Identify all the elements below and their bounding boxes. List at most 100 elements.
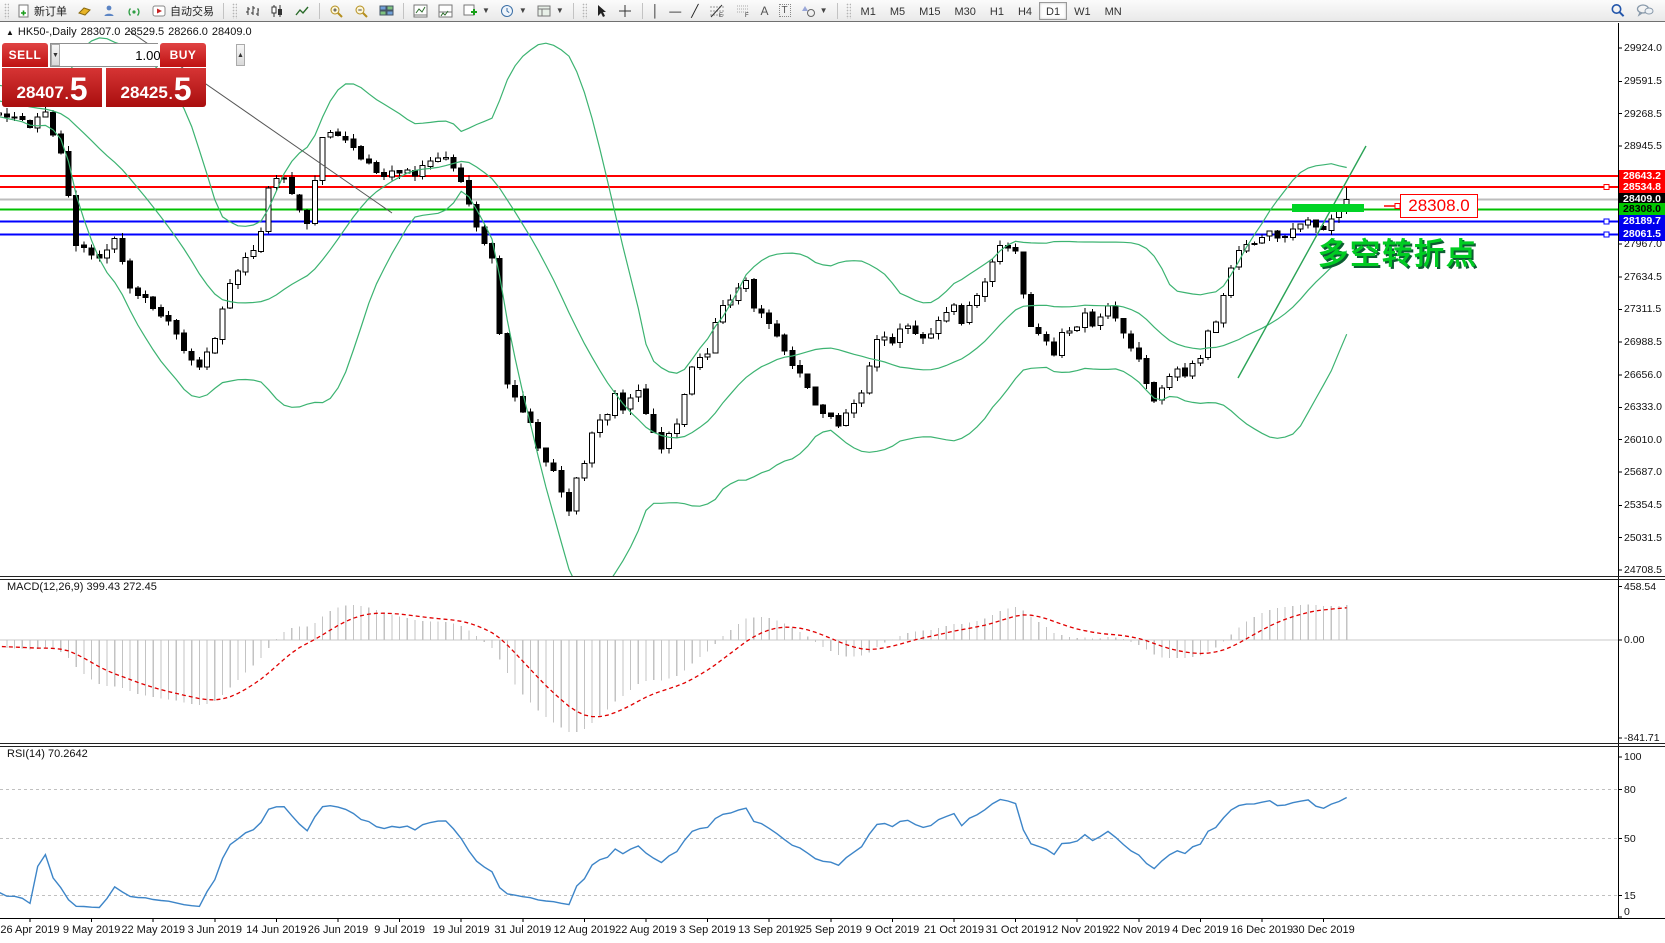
add-indicator-icon [463,4,478,18]
candlestick-chart-icon [270,4,285,18]
date-axis-label: 3 Jun 2019 [187,924,243,936]
price-level-label: 28409.0 [1619,193,1665,207]
timeframe-w1[interactable]: W1 [1074,5,1091,18]
date-axis-label: 9 May 2019 [62,924,121,936]
bar-chart-button[interactable] [240,1,265,21]
sell-button[interactable]: SELL [2,43,48,67]
quote-high: 28529.5 [124,26,165,38]
shapes-icon [801,4,816,18]
rsi-axis-tick: 100 [1624,751,1642,763]
symbol-period-label: HK50-,Daily [17,26,77,38]
main-toolbar: 新订单 自动交易 ▼ ▼ ▼ │ — ╱ E F [0,0,1665,22]
price-note-box[interactable]: 28308.0 [1400,194,1478,218]
text-icon: A [760,3,769,18]
one-click-trade-panel: SELL ▼ ▲ BUY 28407.5 28425.5 [2,43,245,107]
turning-point-annotation[interactable]: 多空转折点 [1318,238,1478,271]
toolbar-grip[interactable] [232,2,237,19]
zoom-out-icon [354,4,369,18]
text-tool-button[interactable]: A [756,1,774,21]
timeframe-mn[interactable]: MN [1104,5,1122,18]
indicator-window-icon [413,4,428,18]
date-axis-label: 31 Oct 2019 [985,924,1046,936]
cycle-lines-icon: F [735,4,751,18]
price-axis-tick: 26988.5 [1624,335,1662,348]
add-indicator-button[interactable]: ▼ [458,1,495,21]
date-axis-label: 12 Nov 2019 [1045,924,1109,936]
dropdown-arrow-icon: ▼ [819,6,828,15]
zoom-out-button[interactable] [349,1,374,21]
metaeditor-button[interactable] [72,1,97,21]
volume-box: ▼ ▲ [50,43,245,67]
date-axis-label: 13 Sep 2019 [737,924,801,936]
vertical-line-tool-button[interactable]: │ [647,1,665,21]
timeframe-toolbar: M1 M5 M15 M30 H1 H4 D1 W1 MN [854,1,1129,20]
trendline-tool-button[interactable]: ╱ [686,1,703,21]
timeframe-m30[interactable]: M30 [954,5,976,18]
indicator-subwindow-button[interactable] [433,1,458,21]
line-chart-button[interactable] [290,1,315,21]
toolbar-grip[interactable] [4,2,9,19]
toolbar-separator [319,2,320,19]
new-order-button[interactable]: 新订单 [12,1,72,21]
signals-button[interactable] [122,1,147,21]
cycle-lines-tool-button[interactable]: F [730,1,756,21]
gold-diamond-icon [77,4,92,18]
date-axis-label: 25 Sep 2019 [799,924,862,936]
timeframe-m1[interactable]: M1 [860,5,876,18]
timeframe-m5[interactable]: M5 [889,5,906,18]
timeframe-d1[interactable]: D1 [1039,1,1068,20]
collapse-arrow-icon[interactable]: ▲ [6,28,14,37]
timeframe-h1[interactable]: H1 [989,5,1004,18]
horizontal-line-tool-button[interactable]: — [664,1,686,21]
community-chat-button[interactable] [1631,1,1659,21]
search-button[interactable] [1605,1,1631,21]
volume-decrease-button[interactable]: ▼ [51,44,60,66]
autotrade-button[interactable]: 自动交易 [147,1,219,21]
crosshair-tool-button[interactable] [613,1,638,21]
cursor-tool-button[interactable] [590,1,613,21]
timeframe-h4[interactable]: H4 [1017,5,1033,18]
date-axis-label: 12 Aug 2019 [553,924,616,936]
text-label-icon: T [778,4,791,17]
buy-price[interactable]: 28425. 5 [106,68,206,107]
periods-button[interactable]: ▼ [495,1,532,21]
quote-low: 28266.0 [168,26,208,38]
price-level-label: 28534.8 [1619,180,1665,194]
fibonacci-icon: E [709,4,725,18]
toolbar-grip[interactable] [845,2,851,19]
candlestick-chart-button[interactable] [265,1,290,21]
sell-price[interactable]: 28407. 5 [2,68,102,107]
dropdown-arrow-icon: ▼ [482,6,490,15]
crosshair-icon [618,4,633,18]
price-axis-tick: 25031.5 [1624,531,1662,544]
text-label-tool-button[interactable]: T [774,1,796,21]
terminal-button[interactable] [97,1,122,21]
new-order-icon [17,4,31,18]
zoom-in-button[interactable] [324,1,349,21]
date-axis-label: 14 Jun 2019 [246,924,307,936]
indicator-window-button[interactable] [408,1,433,21]
rsi-indicator-label: RSI(14) 70.2642 [7,748,88,760]
date-axis-label: 9 Oct 2019 [865,924,920,936]
volume-increase-button[interactable]: ▲ [235,44,245,66]
svg-text:F: F [745,13,749,18]
trendline-icon: ╱ [691,3,699,18]
tile-windows-icon [379,4,394,18]
shapes-tool-button[interactable]: ▼ [796,1,833,21]
fibonacci-tool-button[interactable]: E [704,1,730,21]
buy-price-main: 28425 [120,83,168,102]
templates-button[interactable]: ▼ [532,1,569,21]
price-axis-tick: 27311.5 [1624,303,1662,316]
buy-button[interactable]: BUY [160,43,206,67]
tile-windows-button[interactable] [374,1,399,21]
price-axis-tick: 29268.5 [1624,107,1662,120]
toolbar-grip[interactable] [581,2,587,19]
vertical-line-icon: │ [651,3,660,18]
rsi-axis-tick: 80 [1624,783,1636,796]
timeframe-m15[interactable]: M15 [919,5,941,18]
price-axis-tick: 26656.0 [1624,369,1662,382]
volume-input[interactable] [59,44,236,66]
price-level-label: 28061.5 [1619,227,1665,241]
line-chart-icon [295,4,310,18]
